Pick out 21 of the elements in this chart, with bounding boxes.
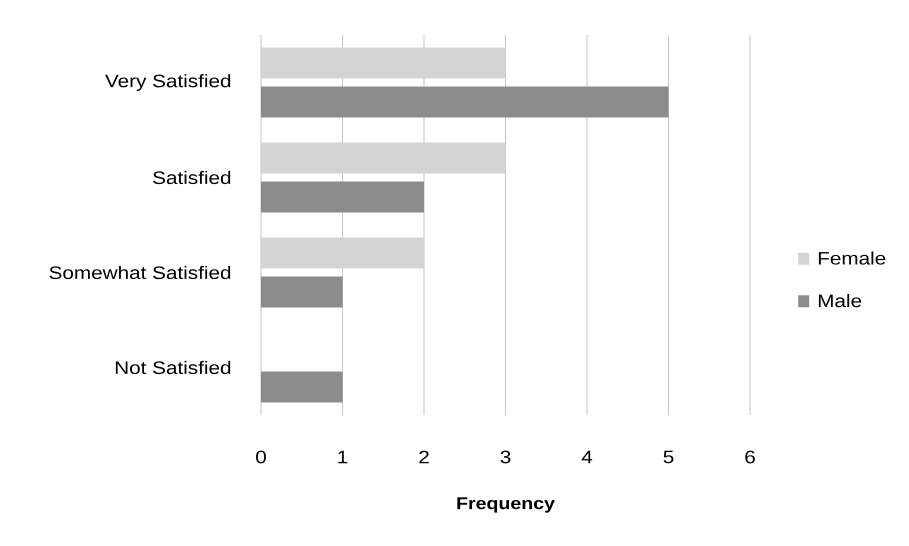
y-tick-label: Somewhat Satisfied [50,266,230,280]
x-tick-label: 5 [664,450,674,464]
bar [261,276,342,308]
bar [261,372,342,403]
x-tick-label: 6 [745,450,755,464]
x-axis-title: Frequency [457,497,555,513]
bar [261,182,424,213]
bar [261,238,424,269]
x-tick-label: 4 [582,450,592,464]
y-tick-label: Satisfied [153,170,230,184]
x-tick-label: 3 [500,450,510,464]
bar [261,48,506,79]
y-tick-label: Very Satisfied [105,74,230,91]
bar [261,142,506,174]
x-tick-label: 2 [419,450,429,464]
x-tick-label: 1 [338,450,348,464]
legend-label: Male [818,294,862,308]
legend-label: Female [818,251,886,265]
y-tick-label: Not Satisfied [116,360,230,374]
bar [261,86,669,118]
x-tick-label: 0 [256,450,266,464]
